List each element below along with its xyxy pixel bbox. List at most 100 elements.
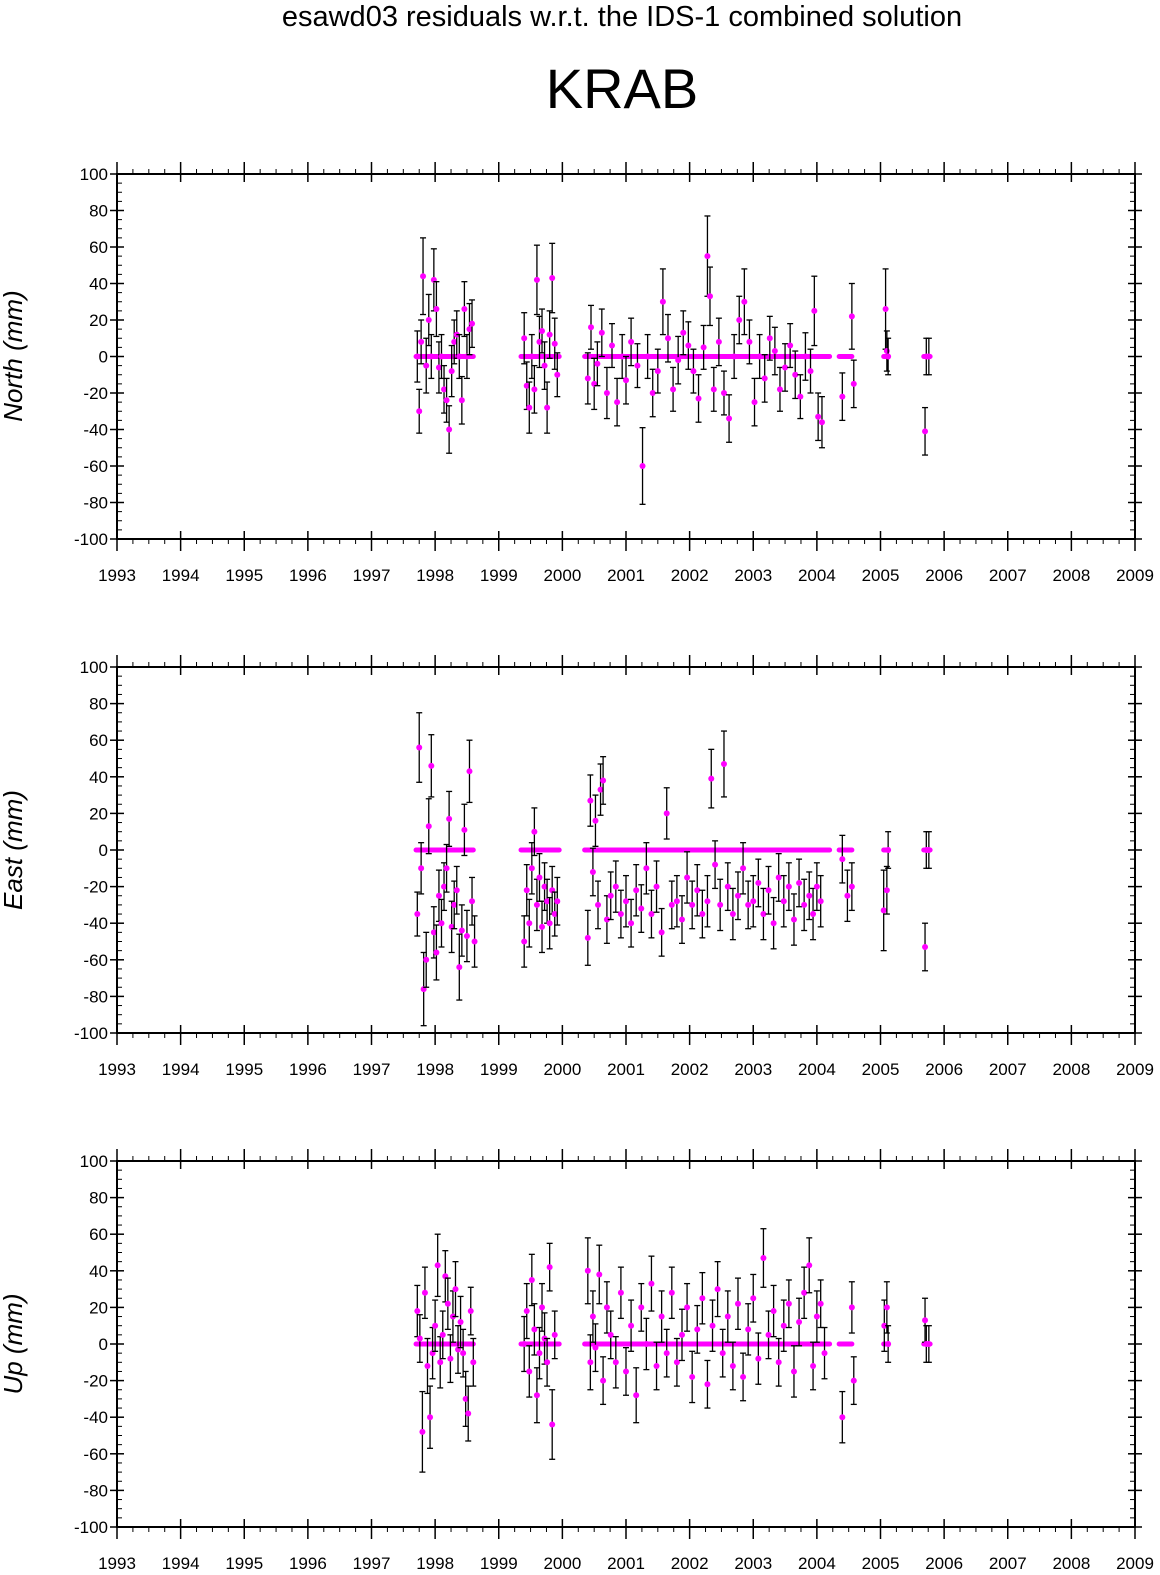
north-x-tick-label: 2005 bbox=[862, 566, 900, 585]
east-data-point bbox=[471, 938, 478, 945]
up-data-point bbox=[658, 1313, 665, 1320]
north-x-tick-label: 2002 bbox=[671, 566, 709, 585]
east-data-point bbox=[694, 887, 701, 894]
east-data-point bbox=[689, 901, 696, 908]
north-y-tick-label: 80 bbox=[89, 202, 108, 221]
east-x-tick-label: 2003 bbox=[734, 1060, 772, 1079]
up-data-point bbox=[638, 1304, 645, 1311]
east-data-point bbox=[633, 887, 640, 894]
up-x-tick-label: 2005 bbox=[862, 1554, 900, 1573]
north-data-point bbox=[644, 353, 651, 360]
up-x-tick-label: 2007 bbox=[989, 1554, 1027, 1573]
up-data-point bbox=[447, 1355, 454, 1362]
north-data-point bbox=[720, 390, 727, 396]
east-y-tick-label: 20 bbox=[89, 804, 108, 823]
east-y-axis-label: East (mm) bbox=[0, 790, 28, 910]
north-y-tick-label: 100 bbox=[80, 165, 108, 184]
up-data-point bbox=[765, 1331, 772, 1338]
east-x-tick-label: 2006 bbox=[925, 1060, 963, 1079]
up-data-point bbox=[526, 1368, 533, 1375]
north-data-point bbox=[685, 342, 692, 349]
north-data-point bbox=[751, 399, 758, 406]
north-data-point bbox=[609, 342, 616, 349]
up-data-point bbox=[684, 1304, 691, 1311]
up-data-point bbox=[734, 1300, 741, 1307]
east-x-tick-label: 1995 bbox=[225, 1060, 263, 1079]
east-y-tick-label: -20 bbox=[83, 878, 108, 897]
up-data-point bbox=[528, 1276, 535, 1283]
up-data-point bbox=[434, 1262, 441, 1269]
east-x-tick-label: 2009 bbox=[1116, 1060, 1154, 1079]
east-data-point bbox=[638, 905, 645, 912]
north-data-point bbox=[715, 338, 722, 345]
east-data-point bbox=[720, 760, 727, 767]
north-x-tick-label: 2009 bbox=[1116, 566, 1154, 585]
north-data-point bbox=[594, 360, 601, 367]
north-data-point bbox=[425, 317, 432, 323]
north-data-point bbox=[533, 276, 540, 283]
north-data-point bbox=[456, 353, 463, 360]
north-x-tick-label: 2006 bbox=[925, 566, 963, 585]
up-data-point bbox=[729, 1362, 736, 1369]
north-x-tick-label: 2003 bbox=[734, 566, 772, 585]
north-data-point bbox=[584, 375, 591, 382]
east-data-point bbox=[531, 828, 538, 835]
up-y-tick-label: -40 bbox=[83, 1408, 108, 1427]
north-data-point bbox=[787, 342, 794, 349]
north-data-point bbox=[839, 393, 846, 400]
north-data-point bbox=[628, 338, 635, 345]
east-data-point bbox=[848, 883, 855, 890]
east-panel: East (mm) -100 -80 -60 -40 -20 0 20 40 60 80 100 19… bbox=[0, 655, 1154, 1079]
north-data-point bbox=[710, 386, 717, 393]
north-data-point bbox=[670, 386, 677, 393]
north-data-point bbox=[850, 380, 857, 387]
north-y-tick-label: 40 bbox=[89, 275, 108, 294]
north-data-point bbox=[792, 371, 799, 378]
north-data-point bbox=[603, 390, 610, 396]
east-data-point bbox=[796, 879, 803, 886]
east-data-point bbox=[801, 901, 808, 908]
east-data-point bbox=[425, 823, 432, 830]
north-data-point bbox=[414, 353, 421, 360]
north-data-point bbox=[848, 313, 855, 320]
up-data-point bbox=[592, 1344, 599, 1351]
north-data-point bbox=[649, 390, 656, 396]
up-data-point bbox=[709, 1322, 716, 1329]
up-x-tick-label: 1997 bbox=[353, 1554, 391, 1573]
up-data-point bbox=[551, 1331, 558, 1338]
north-data-point bbox=[695, 395, 702, 402]
east-data-point bbox=[428, 762, 435, 769]
up-x-tick-label: 2008 bbox=[1052, 1554, 1090, 1573]
north-x-tick-label: 1997 bbox=[353, 566, 391, 585]
north-data-point bbox=[741, 298, 748, 305]
up-data-point bbox=[544, 1359, 551, 1366]
north-data-point bbox=[416, 408, 423, 415]
east-data-point bbox=[589, 868, 596, 875]
up-x-tick-label: 2006 bbox=[925, 1554, 963, 1573]
north-data-point bbox=[446, 426, 453, 433]
up-data-point bbox=[704, 1381, 711, 1388]
north-data-point bbox=[619, 353, 626, 360]
north-data-point bbox=[782, 364, 789, 371]
north-data-point bbox=[469, 320, 476, 327]
up-y-tick-label: -100 bbox=[74, 1518, 108, 1537]
up-data-point bbox=[623, 1368, 629, 1375]
up-x-tick-label: 1999 bbox=[480, 1554, 518, 1573]
east-data-point bbox=[587, 797, 594, 804]
east-data-point bbox=[844, 892, 851, 899]
east-x-tick-label: 2000 bbox=[543, 1060, 581, 1079]
up-data-point bbox=[419, 1428, 426, 1435]
up-data-point bbox=[536, 1350, 543, 1357]
north-data-point bbox=[461, 306, 468, 313]
north-data-point bbox=[680, 329, 687, 336]
up-data-point bbox=[785, 1300, 792, 1307]
east-data-point bbox=[684, 874, 691, 881]
north-y-tick-label: -60 bbox=[83, 457, 108, 476]
east-data-point bbox=[416, 744, 423, 751]
up-data-point bbox=[668, 1289, 675, 1296]
east-data-point bbox=[430, 929, 437, 936]
east-y-tick-label: -100 bbox=[74, 1024, 108, 1043]
east-data-point bbox=[729, 911, 736, 918]
up-data-point bbox=[653, 1362, 660, 1369]
